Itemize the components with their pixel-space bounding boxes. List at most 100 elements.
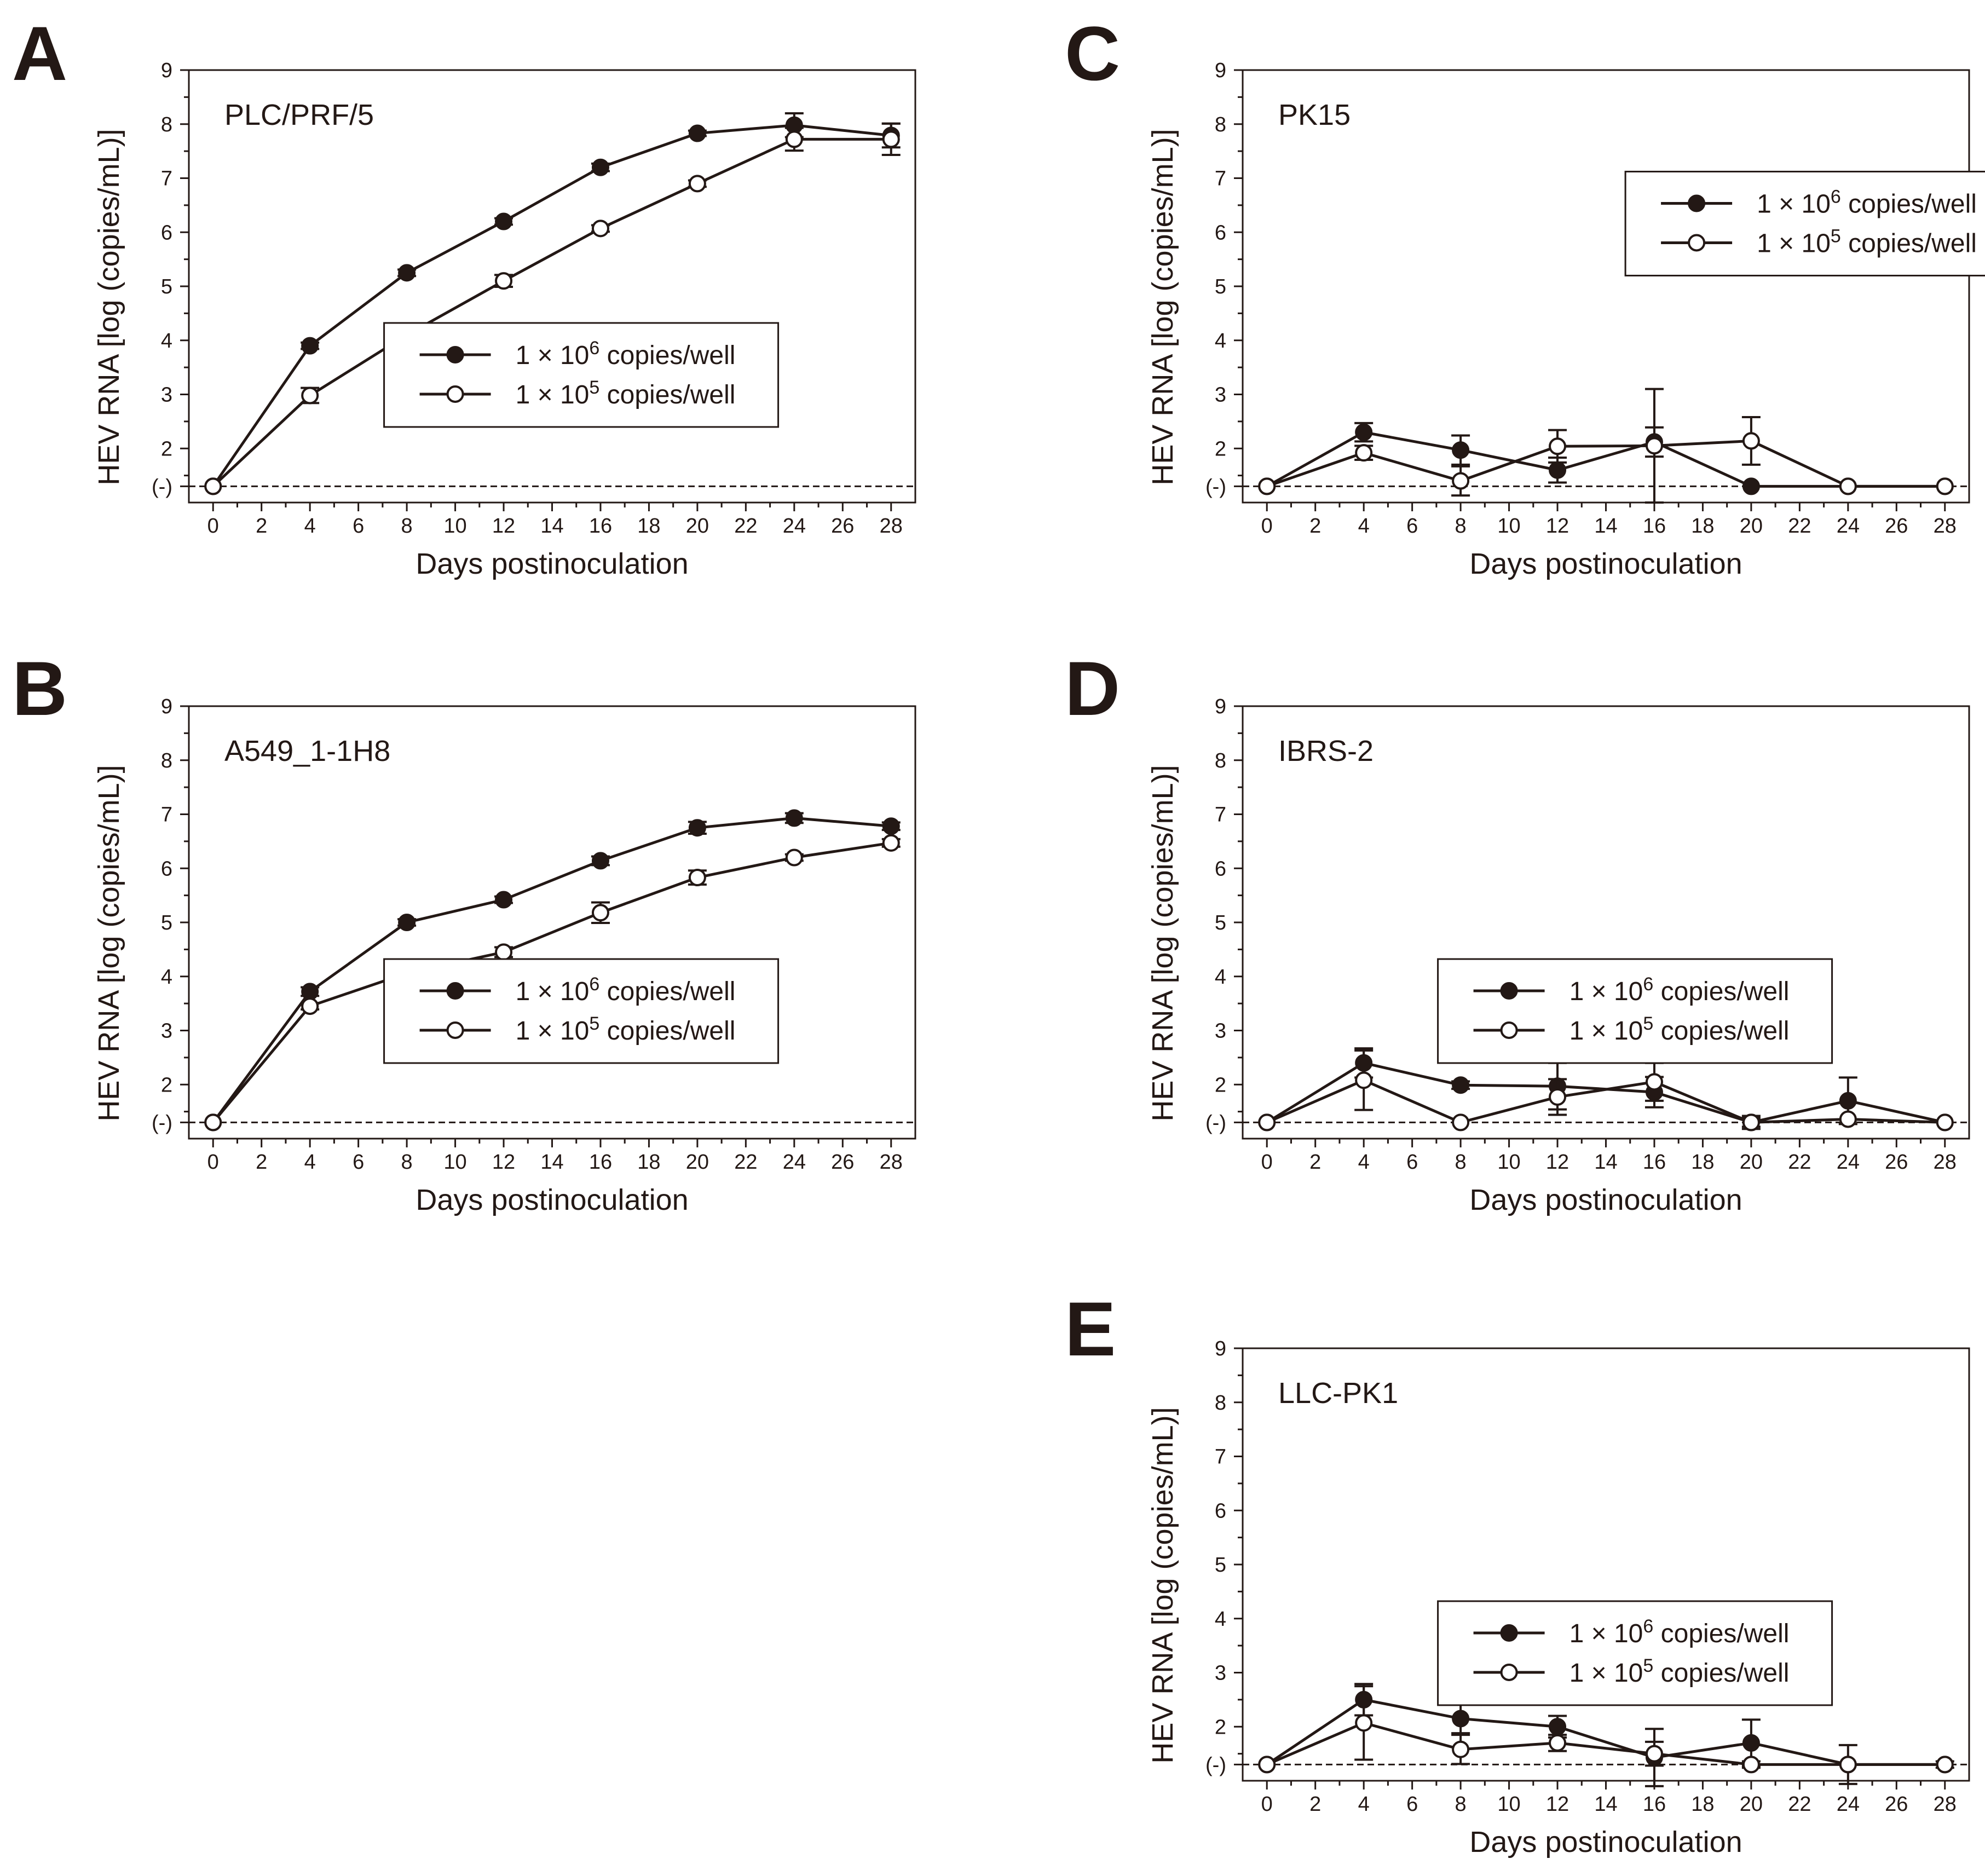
legend-label: 1 × 106 copies/well: [1757, 186, 1977, 218]
series-line: [212, 124, 892, 487]
x-tick-label: 26: [1885, 1793, 1908, 1816]
data-point: [1452, 1740, 1470, 1758]
y-tick-label: 7: [1215, 168, 1226, 191]
x-tick-label: 22: [1788, 515, 1811, 538]
y-tick-label: 6: [1215, 1499, 1226, 1522]
x-tick-label: 20: [1740, 1151, 1763, 1174]
x-tick-label: 6: [1406, 1151, 1418, 1174]
legend-marker: [446, 982, 464, 1000]
data-point: [204, 1113, 222, 1132]
x-tick-label: 0: [207, 515, 219, 538]
x-axis-label: Days postinoculation: [1469, 547, 1742, 580]
x-tick-label: 12: [1546, 515, 1569, 538]
x-tick-label: 10: [443, 515, 466, 538]
legend-label: 1 × 105 copies/well: [1569, 1655, 1790, 1688]
y-tick-label: 3: [1215, 384, 1226, 407]
x-tick-label: 4: [304, 1151, 316, 1174]
y-tick-label: 7: [161, 804, 172, 827]
legend-marker: [1500, 1021, 1518, 1039]
data-point: [1549, 437, 1567, 455]
y-tick-label: 2: [1215, 1073, 1226, 1096]
data-point: [1742, 432, 1760, 450]
y-tick-label: 3: [161, 1020, 172, 1043]
x-tick-label: 26: [831, 1151, 854, 1174]
data-point: [1355, 423, 1373, 441]
x-tick-label: 2: [1309, 515, 1321, 538]
x-tick-label: 22: [734, 1151, 757, 1174]
data-point: [882, 834, 900, 852]
legend-box: [383, 958, 780, 1064]
x-tick-label: 10: [1497, 515, 1520, 538]
x-tick-label: 8: [1455, 1151, 1467, 1174]
series-filled: [204, 112, 901, 495]
panel-letter-b: B: [12, 645, 68, 731]
legend-marker: [1688, 194, 1706, 212]
y-tick-label: 9: [1215, 1337, 1226, 1360]
series-open: [1258, 1685, 1954, 1774]
legend: 1 × 106 copies/well 1 × 105 copies/well: [1437, 958, 1833, 1064]
y-tick-label: 2: [1215, 1716, 1226, 1739]
x-tick-label: 8: [1455, 515, 1467, 538]
y-tick-label: 2: [161, 437, 172, 460]
legend-marker: [446, 385, 464, 403]
series-line: [212, 841, 892, 1123]
x-tick-label: 14: [540, 1151, 563, 1174]
x-tick-label: 0: [1261, 1793, 1273, 1816]
x-tick-label: 14: [1594, 1793, 1617, 1816]
x-tick-label: 28: [1934, 515, 1957, 538]
data-point: [1936, 1756, 1954, 1774]
x-tick-label: 22: [1788, 1793, 1811, 1816]
x-tick-label: 24: [1837, 515, 1860, 538]
x-tick-label: 22: [734, 515, 757, 538]
panel-e: 0 2 4 6 8 10 12 14 16 18 20 22 24 26 28(-)23456789Days…: [1146, 1337, 1970, 1858]
legend-box: [1624, 170, 1985, 276]
x-tick-label: 18: [637, 1151, 660, 1174]
data-point: [495, 891, 513, 909]
panel-title: IBRS-2: [1278, 735, 1374, 767]
y-tick-label: 4: [161, 330, 172, 353]
x-tick-label: 20: [1740, 515, 1763, 538]
x-tick-label: 26: [1885, 515, 1908, 538]
legend-marker: [446, 345, 464, 363]
y-tick-label: 9: [161, 695, 172, 718]
plot-frame: [188, 69, 916, 504]
series-open: [204, 122, 901, 495]
x-axis-label: Days postinoculation: [1469, 1826, 1742, 1858]
legend-marker: [1500, 982, 1518, 1000]
x-tick-label: 24: [1837, 1151, 1860, 1174]
y-tick-label: (-): [1205, 475, 1226, 498]
x-tick-label: 12: [492, 515, 515, 538]
x-tick-label: 16: [1643, 1793, 1666, 1816]
x-tick-label: 20: [1740, 1793, 1763, 1816]
data-point: [1258, 1113, 1276, 1132]
series-line: [1266, 1078, 1945, 1124]
data-point: [785, 809, 803, 827]
x-tick-label: 14: [1594, 515, 1617, 538]
series-line: [1266, 1698, 1945, 1766]
legend-label: 1 × 105 copies/well: [1569, 1013, 1790, 1046]
legend-label: 1 × 106 copies/well: [516, 974, 736, 1006]
series-line: [212, 816, 891, 1123]
x-tick-label: 12: [1546, 1793, 1569, 1816]
y-tick-label: 9: [1215, 695, 1226, 718]
x-tick-label: 28: [880, 1151, 903, 1174]
panel-letter-c: C: [1065, 10, 1121, 96]
y-tick-label: 5: [161, 911, 172, 934]
data-point: [1645, 437, 1663, 455]
x-tick-label: 4: [304, 515, 316, 538]
data-point: [1936, 477, 1954, 495]
panel-b: 0 2 4 6 8 10 12 14 16 18 20 22 24 26 28(-)23456789Days…: [93, 695, 916, 1216]
y-tick-label: 5: [1215, 1554, 1226, 1577]
data-point: [1645, 1745, 1663, 1763]
y-tick-label: 5: [1215, 275, 1226, 298]
legend-label: 1 × 106 copies/well: [516, 338, 736, 370]
y-tick-label: 4: [1215, 966, 1226, 989]
data-point: [1742, 1756, 1760, 1774]
legend-box: [1437, 958, 1833, 1064]
data-point: [1936, 1113, 1954, 1132]
x-tick-label: 20: [686, 1151, 709, 1174]
data-point: [1839, 1092, 1857, 1110]
x-tick-label: 24: [1837, 1793, 1860, 1816]
x-tick-label: 2: [1309, 1151, 1321, 1174]
